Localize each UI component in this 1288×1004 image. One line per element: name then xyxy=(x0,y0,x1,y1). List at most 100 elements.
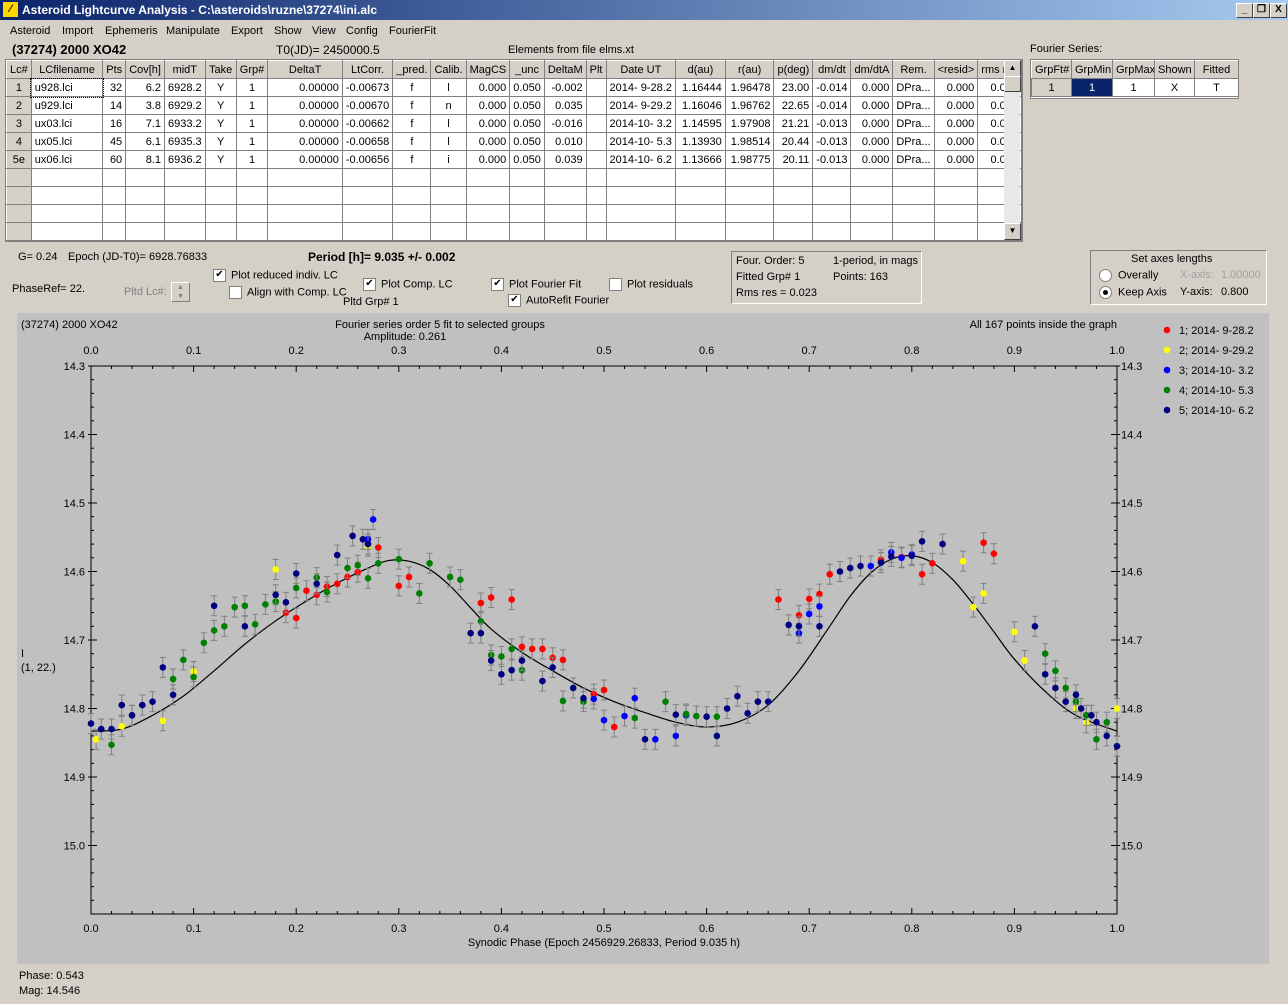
table-scrollbar[interactable]: ▲ ▼ xyxy=(1004,60,1021,240)
app-icon[interactable]: ⁄ xyxy=(3,2,18,17)
lc-cell[interactable] xyxy=(465,168,511,187)
data-point[interactable] xyxy=(395,582,403,590)
lc-cell[interactable]: 2014-10- 3.2 xyxy=(605,114,677,133)
data-point[interactable] xyxy=(1113,742,1121,750)
data-point[interactable] xyxy=(826,570,834,578)
data-point[interactable] xyxy=(210,627,218,634)
lc-cell[interactable] xyxy=(392,222,432,241)
lc-cell[interactable]: Y xyxy=(204,150,237,169)
data-point[interactable] xyxy=(139,701,146,709)
data-point[interactable] xyxy=(1031,623,1039,630)
align-comp-checkbox[interactable]: Align with Comp. LC xyxy=(229,286,347,299)
lc-col-header[interactable]: <resid> xyxy=(933,60,979,79)
lc-cell[interactable] xyxy=(465,204,511,223)
lc-cell[interactable] xyxy=(204,222,237,241)
plot-residuals-checkbox[interactable]: Plot residuals xyxy=(609,278,693,291)
lc-cell[interactable]: 20.44 xyxy=(773,132,814,151)
data-point[interactable] xyxy=(108,725,115,733)
close-button[interactable]: X xyxy=(1270,3,1287,18)
lc-cell[interactable]: u929.lci xyxy=(30,96,104,115)
menu-export[interactable]: Export xyxy=(231,25,263,37)
data-point[interactable] xyxy=(1062,684,1069,692)
data-point[interactable] xyxy=(631,714,639,722)
data-point[interactable] xyxy=(539,645,546,653)
lc-cell[interactable] xyxy=(773,168,814,187)
lc-col-header[interactable]: MagCS xyxy=(465,60,511,79)
lc-cell[interactable]: 0.039 xyxy=(543,150,587,169)
yaxis-value[interactable]: 0.800 xyxy=(1221,286,1249,298)
data-point[interactable] xyxy=(703,713,710,721)
lc-cell[interactable]: Y xyxy=(204,132,237,151)
lc-cell[interactable] xyxy=(102,186,127,205)
lc-cell[interactable]: 0.000 xyxy=(465,114,511,133)
lc-cell[interactable] xyxy=(773,204,814,223)
lc-cell[interactable]: 60 xyxy=(102,150,127,169)
data-point[interactable] xyxy=(369,516,377,523)
lc-cell[interactable]: f xyxy=(392,78,432,97)
lc-cell[interactable] xyxy=(30,204,104,223)
lc-cell[interactable] xyxy=(235,168,269,187)
plot-comp-checkbox[interactable]: ✔ Plot Comp. LC xyxy=(363,278,453,291)
data-point[interactable] xyxy=(1088,712,1095,719)
fourier-cell-shown[interactable]: X xyxy=(1154,78,1195,97)
data-point[interactable] xyxy=(344,564,351,572)
lc-cell[interactable] xyxy=(585,222,607,241)
lc-table-row[interactable]: 2 u929.lci 14 3.8 6929.2 Y 1 0.00000 -0.00670 f n 0… xyxy=(6,96,1022,115)
lc-cell[interactable]: -0.013 xyxy=(812,132,852,151)
data-point[interactable] xyxy=(313,580,321,588)
data-point[interactable] xyxy=(980,590,987,597)
lc-cell[interactable]: 6.1 xyxy=(125,132,165,151)
data-point[interactable] xyxy=(1077,705,1085,712)
lc-cell[interactable] xyxy=(605,186,677,205)
lc-cell[interactable]: DPra... xyxy=(892,114,935,133)
lc-cell[interactable] xyxy=(163,186,206,205)
data-point[interactable] xyxy=(282,599,290,606)
lc-cell[interactable]: Y xyxy=(204,78,237,97)
lc-cell[interactable] xyxy=(465,222,511,241)
data-point[interactable] xyxy=(1041,650,1049,657)
lc-cell[interactable]: Y xyxy=(204,96,237,115)
lc-col-header[interactable]: Rem. xyxy=(892,60,935,79)
lc-cell[interactable] xyxy=(812,168,852,187)
data-point[interactable] xyxy=(682,710,690,718)
scroll-up-icon[interactable]: ▲ xyxy=(1004,60,1021,77)
lc-cell[interactable] xyxy=(892,222,935,241)
lc-cell[interactable] xyxy=(430,186,467,205)
lc-cell[interactable] xyxy=(163,222,206,241)
data-point[interactable] xyxy=(1103,718,1111,726)
data-point[interactable] xyxy=(857,562,864,570)
lc-cell[interactable]: 20.11 xyxy=(773,150,814,169)
lc-cell[interactable] xyxy=(724,168,775,187)
lc-cell[interactable]: -0.016 xyxy=(543,114,587,133)
lc-col-header[interactable]: DeltaT xyxy=(267,60,343,79)
lc-cell[interactable] xyxy=(675,168,726,187)
data-point[interactable] xyxy=(159,664,167,671)
autorefit-checkbox[interactable]: ✔ AutoRefit Fourier xyxy=(508,294,609,307)
lc-cell[interactable] xyxy=(430,222,467,241)
lc-cell[interactable]: -0.014 xyxy=(812,96,852,115)
data-point[interactable] xyxy=(1011,628,1018,636)
scroll-down-icon[interactable]: ▼ xyxy=(1004,223,1021,240)
lc-col-header[interactable]: Pts xyxy=(102,60,127,79)
data-point[interactable] xyxy=(641,736,649,743)
data-point[interactable] xyxy=(149,698,156,705)
lc-cell[interactable] xyxy=(235,204,269,223)
menu-view[interactable]: View xyxy=(312,25,336,37)
lc-cell[interactable]: 0.000 xyxy=(850,78,894,97)
lc-cell[interactable] xyxy=(543,168,587,187)
lc-cell[interactable]: -0.00673 xyxy=(341,78,394,97)
lc-cell[interactable] xyxy=(585,114,607,133)
lc-cell[interactable] xyxy=(812,204,852,223)
data-point[interactable] xyxy=(169,691,177,699)
data-point[interactable] xyxy=(898,554,905,562)
lc-cell[interactable]: DPra... xyxy=(892,132,935,151)
lc-cell[interactable] xyxy=(773,186,814,205)
lc-cell[interactable]: 0.010 xyxy=(543,132,587,151)
lc-col-header[interactable]: DeltaM xyxy=(543,60,587,79)
lc-cell[interactable]: 1.98514 xyxy=(724,132,775,151)
data-point[interactable] xyxy=(867,562,875,570)
lc-cell[interactable]: 0.035 xyxy=(543,96,587,115)
lc-col-header[interactable]: Take xyxy=(204,60,237,79)
lc-cell[interactable] xyxy=(675,222,726,241)
lc-cell[interactable]: f xyxy=(392,132,432,151)
